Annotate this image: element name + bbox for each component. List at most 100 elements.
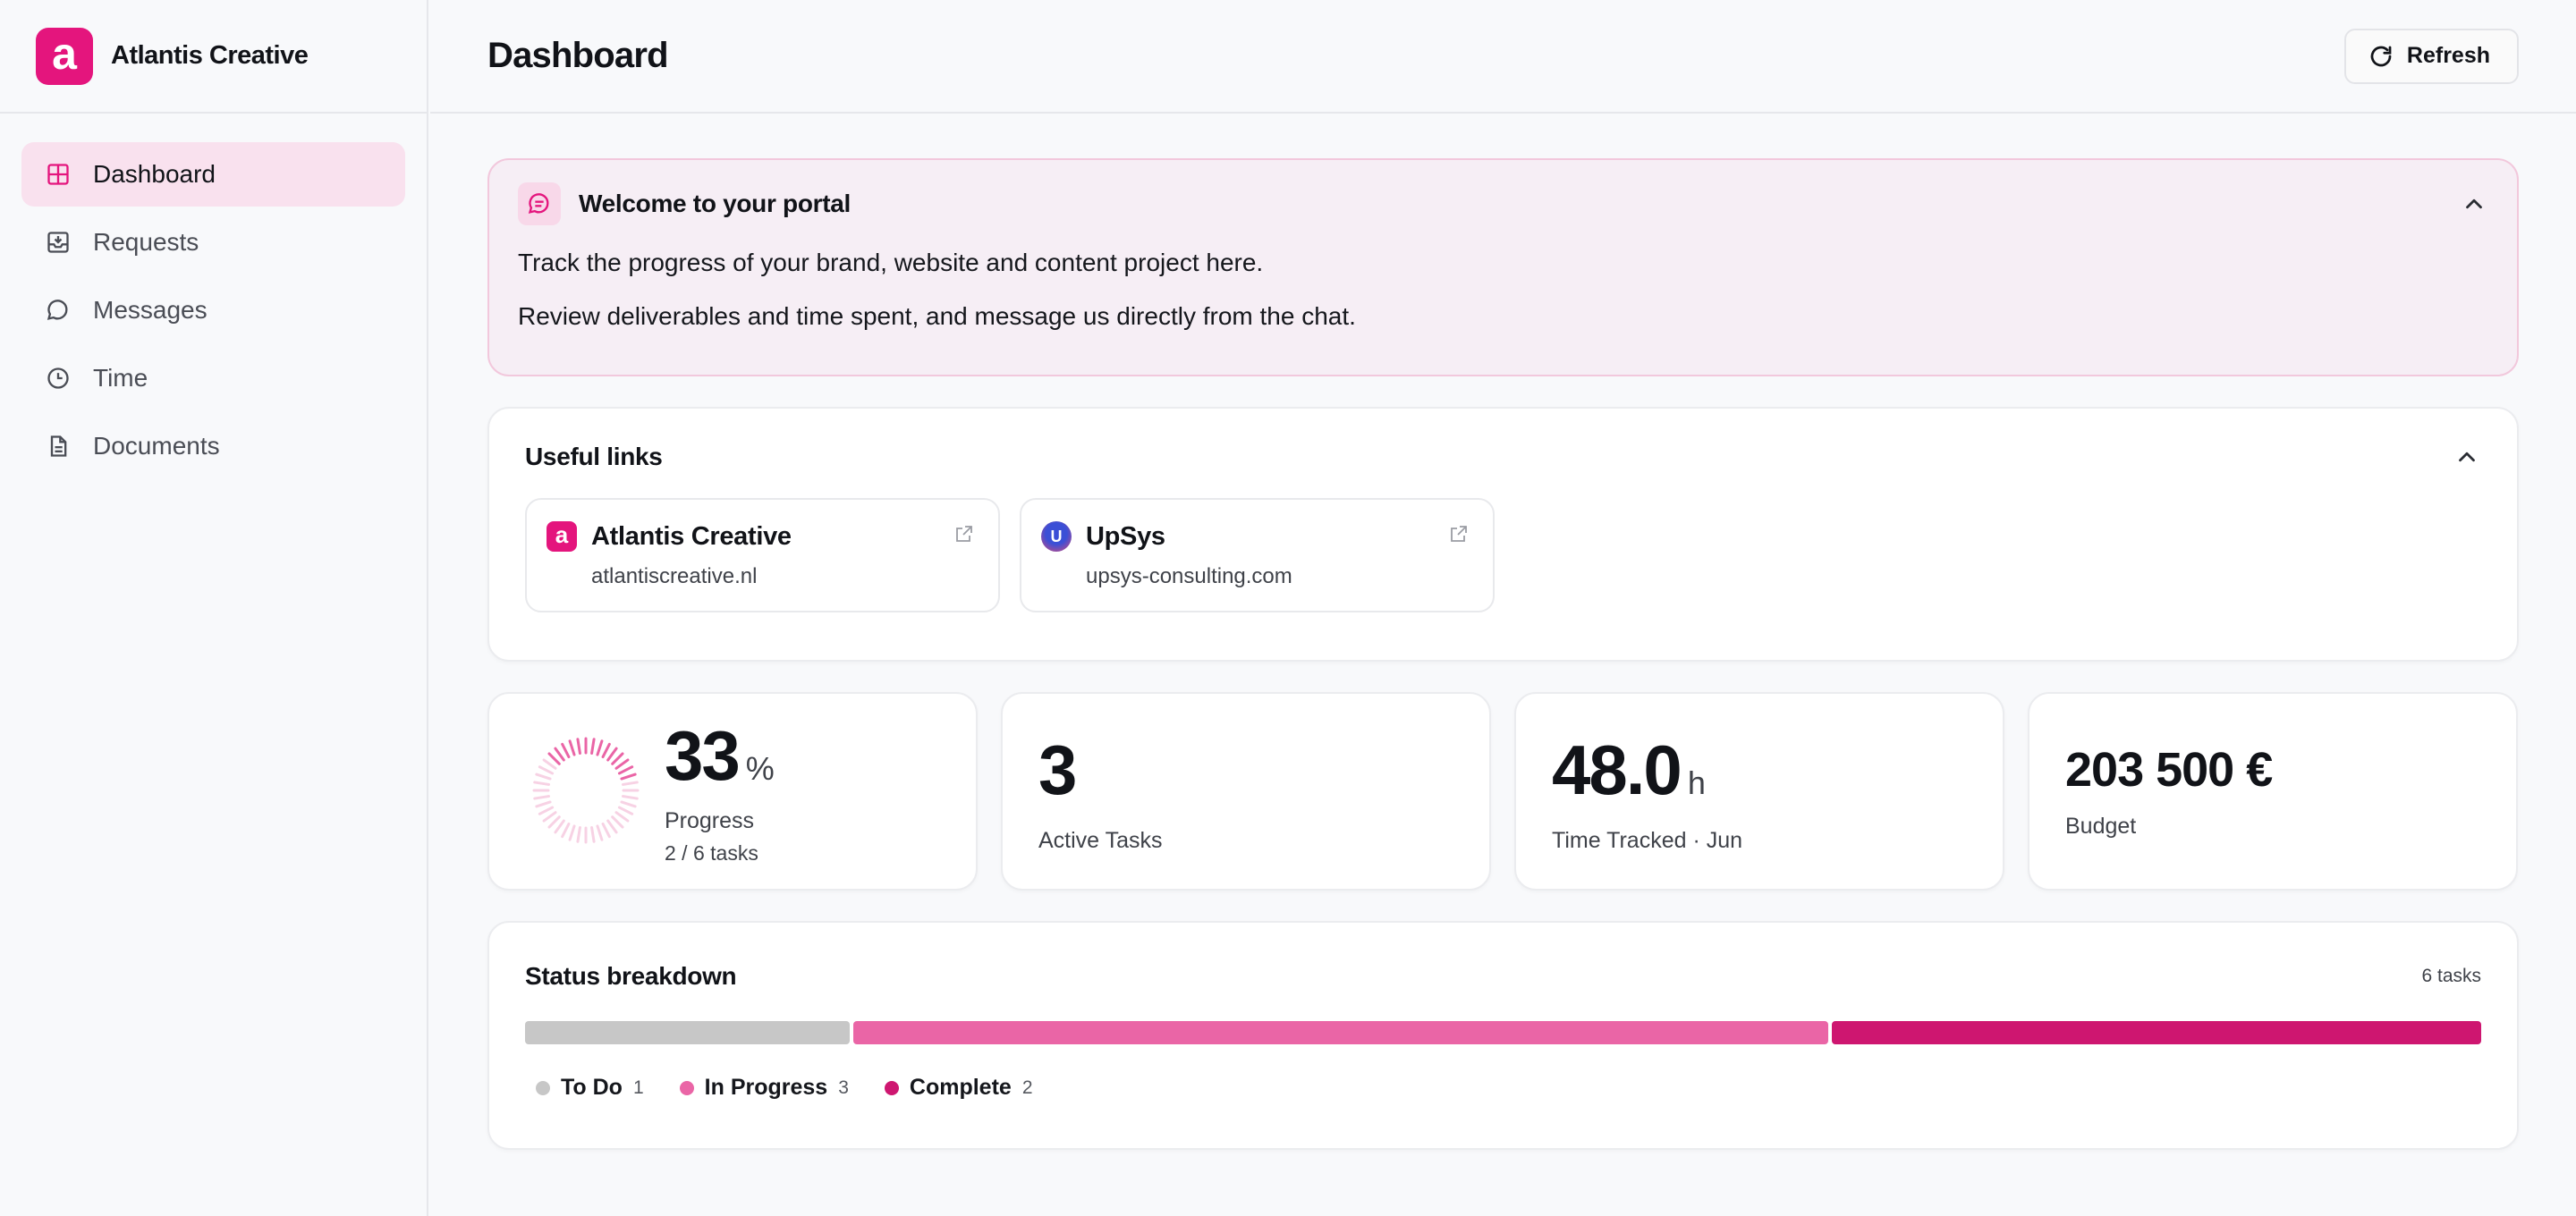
brand-name: Atlantis Creative (111, 41, 309, 70)
status-task-count: 6 tasks (2421, 966, 2481, 986)
status-breakdown-panel: Status breakdown 6 tasks To Do 1 In Prog… (487, 921, 2519, 1150)
gauge-tick (621, 795, 639, 800)
chevron-up-icon[interactable] (2460, 190, 2488, 218)
gauge-tick (561, 742, 571, 759)
gauge-tick (568, 824, 576, 841)
gauge-tick (561, 822, 571, 839)
status-bar-segment-2 (1831, 1021, 2481, 1044)
progress-card: 33% Progress 2 / 6 tasks (487, 692, 978, 891)
time-tracked-label: Time Tracked · Jun (1552, 828, 1743, 853)
progress-value: 33 (665, 716, 741, 795)
gauge-tick (596, 739, 604, 756)
page-header: Dashboard Refresh (430, 0, 2576, 114)
gauge-tick (554, 819, 565, 834)
gauge-tick (614, 758, 630, 770)
link-card-upsys[interactable]: U UpSys upsys-consulting.com (1020, 498, 1495, 612)
gauge-tick (538, 806, 555, 815)
sidebar-item-messages[interactable]: Messages (21, 278, 405, 342)
gauge-tick (590, 738, 596, 756)
legend-count: 2 (1021, 1077, 1033, 1098)
useful-links-panel: Useful links a Atlantis Creative atlanti… (487, 407, 2519, 662)
document-icon (45, 433, 72, 460)
active-tasks-value: 3 (1038, 730, 1077, 809)
legend-count: 1 (632, 1077, 644, 1098)
active-tasks-card: 3 Active Tasks (1001, 692, 1491, 891)
sidebar-item-time[interactable]: Time (21, 346, 405, 410)
clock-icon (45, 365, 72, 392)
legend-dot (679, 1080, 694, 1095)
gauge-tick (535, 773, 552, 781)
gauge-tick (617, 806, 634, 815)
status-bar (525, 1021, 2481, 1044)
upsys-favicon-icon: U (1041, 521, 1072, 552)
stats-row: 33% Progress 2 / 6 tasks 3 Active Tasks … (487, 692, 2519, 891)
gauge-tick (590, 825, 596, 843)
sidebar-item-requests[interactable]: Requests (21, 210, 405, 274)
legend-item-complete: Complete 2 (884, 1075, 1033, 1101)
useful-links-title: Useful links (525, 443, 663, 470)
link-card-atlantis[interactable]: a Atlantis Creative atlantiscreative.nl (525, 498, 1000, 612)
legend-count: 3 (838, 1077, 849, 1098)
welcome-header[interactable]: Welcome to your portal (518, 182, 2488, 226)
gauge-tick (533, 781, 551, 786)
status-legend: To Do 1 In Progress 3 Complete 2 (525, 1075, 2481, 1101)
gauge-tick (576, 738, 581, 756)
gauge-tick (620, 773, 637, 781)
chat-bubble-icon (45, 297, 72, 324)
link-name: Atlantis Creative (591, 521, 792, 551)
sidebar-nav: Dashboard Requests Messages Time Documen… (0, 114, 427, 511)
gauge-tick (568, 739, 576, 756)
legend-dot (884, 1080, 899, 1095)
refresh-button[interactable]: Refresh (2343, 28, 2519, 84)
sidebar-item-label: Requests (93, 228, 199, 256)
gauge-tick (596, 824, 604, 841)
link-name: UpSys (1086, 521, 1165, 551)
status-bar-segment-1 (853, 1021, 1828, 1044)
gauge-tick (535, 800, 552, 808)
useful-links-header[interactable]: Useful links (525, 443, 2481, 471)
legend-label: Complete (909, 1075, 1012, 1100)
gauge-tick (547, 752, 561, 765)
gauge-tick (533, 795, 551, 800)
legend-item-in-progress: In Progress 3 (679, 1075, 849, 1101)
refresh-label: Refresh (2406, 43, 2490, 68)
link-url: upsys-consulting.com (1086, 564, 1292, 588)
welcome-text-2: Review deliverables and time spent, and … (518, 302, 1356, 330)
gauge-tick (542, 811, 557, 823)
welcome-text-1: Track the progress of your brand, websit… (518, 249, 1264, 276)
gauge-tick (614, 811, 630, 823)
chevron-up-icon[interactable] (2453, 443, 2481, 471)
refresh-icon (2370, 46, 2392, 66)
gauge-tick (601, 822, 611, 839)
sidebar-item-documents[interactable]: Documents (21, 414, 405, 478)
atlantis-favicon-icon: a (547, 521, 577, 552)
time-tracked-value: 48.0 (1552, 730, 1682, 809)
time-tracked-card: 48.0 h Time Tracked · Jun (1514, 692, 2004, 891)
sidebar-item-label: Messages (93, 296, 208, 324)
main-content: Welcome to your portal Track the progres… (487, 158, 2519, 1150)
external-link-icon (953, 523, 975, 545)
gauge-tick (606, 747, 618, 762)
status-breakdown-title: Status breakdown (525, 962, 737, 990)
link-url: atlantiscreative.nl (591, 564, 758, 588)
link-list: a Atlantis Creative atlantiscreative.nl … (525, 498, 2481, 612)
gauge-tick (542, 758, 557, 770)
gauge-tick (576, 825, 581, 843)
progress-label: Progress (665, 808, 755, 833)
legend-item-todo: To Do 1 (536, 1075, 644, 1101)
sidebar-item-label: Time (93, 364, 148, 392)
gauge-tick (620, 800, 637, 808)
gauge-tick (547, 815, 561, 829)
grid-icon (45, 161, 72, 188)
brand-logo: a (36, 27, 93, 85)
gauge-tick (617, 765, 634, 775)
gauge-tick (621, 781, 639, 786)
sidebar-item-dashboard[interactable]: Dashboard (21, 142, 405, 207)
inbox-download-icon (45, 229, 72, 256)
sidebar-item-label: Documents (93, 432, 220, 460)
gauge-tick (611, 752, 624, 765)
progress-gauge (532, 737, 640, 844)
budget-card: 203 500 € Budget (2028, 692, 2518, 891)
sidebar: a Atlantis Creative Dashboard Requests M… (0, 0, 428, 1216)
brand[interactable]: a Atlantis Creative (0, 0, 427, 114)
